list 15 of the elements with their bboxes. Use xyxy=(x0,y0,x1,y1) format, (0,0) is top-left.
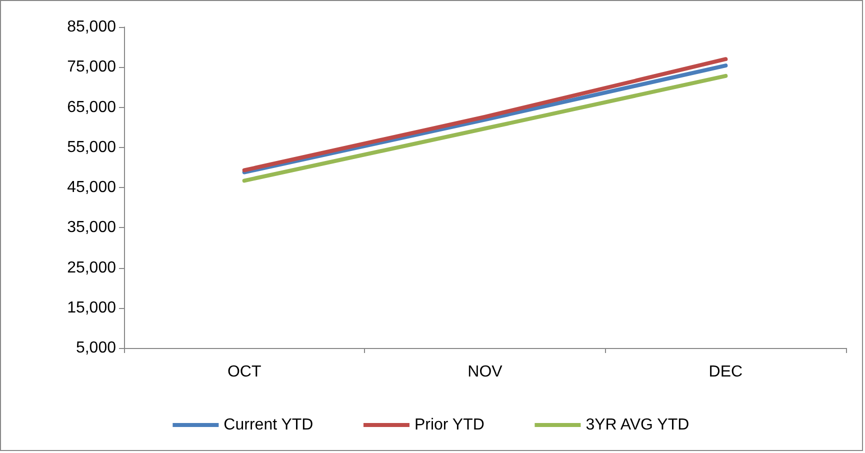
y-tick-label: 65,000 xyxy=(67,98,116,116)
y-tick-label: 15,000 xyxy=(67,299,116,316)
x-tick-label: NOV xyxy=(468,364,503,380)
x-tick-label: DEC xyxy=(708,364,743,380)
y-tick-label: 45,000 xyxy=(67,179,116,196)
y-tick-label: 85,000 xyxy=(67,18,116,36)
y-tick-label: 5,000 xyxy=(76,340,116,356)
y-tick-label: 55,000 xyxy=(67,138,116,156)
y-tick-label: 35,000 xyxy=(67,219,116,236)
legend-label: 3YR AVG YTD xyxy=(586,416,690,434)
x-tick-label: OCT xyxy=(227,364,262,380)
legend-label: Current YTD xyxy=(224,416,314,434)
legend-label: Prior YTD xyxy=(414,416,484,434)
y-tick-label: 75,000 xyxy=(67,58,116,76)
y-tick-label: 25,000 xyxy=(67,259,116,276)
